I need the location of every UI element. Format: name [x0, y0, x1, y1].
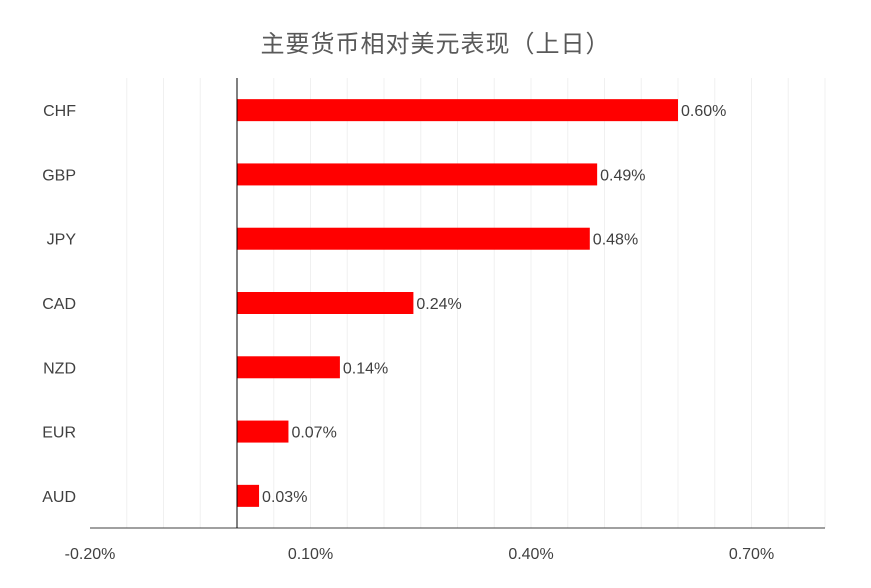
data-label-nzd: 0.14% — [343, 360, 388, 377]
bar-nzd — [237, 356, 340, 379]
data-label-chf: 0.60% — [681, 103, 726, 120]
category-label-cad: CAD — [42, 296, 76, 313]
bar-cad — [237, 292, 414, 314]
data-label-cad: 0.24% — [416, 296, 461, 313]
x-axis-tick-labels: -0.20% 0.10% 0.40% 0.70% — [65, 546, 775, 563]
x-tick-label: 0.40% — [508, 546, 553, 563]
data-label-aud: 0.03% — [262, 489, 307, 506]
bar-jpy — [237, 227, 590, 250]
category-labels: CHF GBP JPY CAD NZD EUR AUD — [42, 103, 76, 506]
category-label-nzd: NZD — [43, 360, 76, 377]
category-label-gbp: GBP — [42, 167, 76, 184]
category-label-aud: AUD — [42, 489, 76, 506]
bar-aud — [237, 484, 260, 507]
data-label-gbp: 0.49% — [600, 167, 645, 184]
bar-gbp — [237, 163, 598, 186]
x-tick-label: 0.70% — [729, 546, 774, 563]
category-label-eur: EUR — [42, 425, 76, 442]
data-label-eur: 0.07% — [291, 425, 336, 442]
bar-eur — [237, 420, 289, 443]
bar-chf — [237, 99, 678, 122]
x-tick-label: -0.20% — [65, 546, 116, 563]
chart-title: 主要货币相对美元表现（上日） — [260, 30, 611, 58]
category-label-chf: CHF — [43, 103, 76, 120]
category-label-jpy: JPY — [47, 232, 77, 249]
bars — [237, 99, 678, 507]
data-label-jpy: 0.48% — [593, 232, 638, 249]
data-labels: 0.60% 0.49% 0.48% 0.24% 0.14% 0.07% 0.03% — [262, 103, 726, 506]
gridlines — [126, 78, 826, 528]
x-tick-label: 0.10% — [288, 546, 333, 563]
